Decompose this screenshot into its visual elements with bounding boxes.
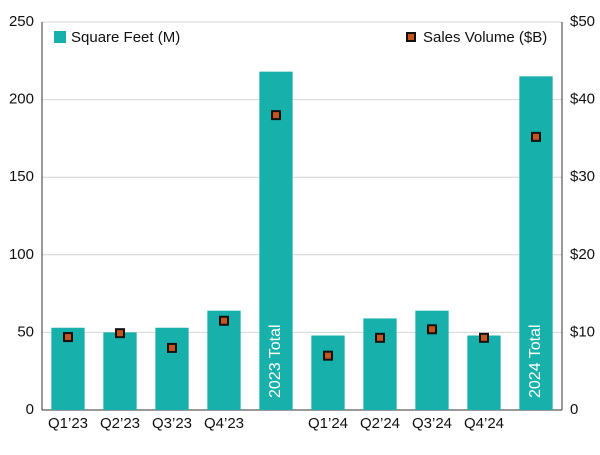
y-tick-label: 150 xyxy=(9,168,34,185)
x-tick-label: Q1’24 xyxy=(308,415,348,432)
total-label: 2023 Total xyxy=(267,324,284,398)
y2-tick-label: $30 xyxy=(570,168,595,185)
bar xyxy=(467,335,501,410)
marker xyxy=(323,350,333,361)
y-tick-label: 250 xyxy=(9,13,34,30)
marker xyxy=(479,332,489,343)
y-tick-label: 0 xyxy=(26,401,34,418)
y-tick-label: 200 xyxy=(9,91,34,108)
bar xyxy=(259,71,293,410)
y2-tick-label: $50 xyxy=(570,13,595,30)
bar xyxy=(207,310,241,410)
marker xyxy=(271,110,281,121)
y2-tick-label: $20 xyxy=(570,246,595,263)
legend-swatch xyxy=(54,31,66,43)
x-tick-label: Q3’23 xyxy=(152,415,192,432)
x-tick-label: Q4’23 xyxy=(204,415,244,432)
marker xyxy=(115,328,125,339)
marker xyxy=(427,324,437,335)
y2-tick-label: $10 xyxy=(570,323,595,340)
bar xyxy=(363,318,397,410)
bar xyxy=(155,327,189,410)
x-tick-label: Q4’24 xyxy=(464,415,504,432)
total-label: 2024 Total xyxy=(527,324,544,398)
marker xyxy=(167,342,177,353)
bar xyxy=(103,332,137,410)
y-tick-label: 50 xyxy=(17,323,34,340)
marker xyxy=(375,332,385,343)
legend-label: Square Feet (M) xyxy=(71,29,180,46)
y-tick-label: 100 xyxy=(9,246,34,263)
x-tick-label: Q2’24 xyxy=(360,415,400,432)
x-tick-label: Q3’24 xyxy=(412,415,452,432)
marker xyxy=(531,131,541,142)
y2-tick-label: 0 xyxy=(570,401,578,418)
legend-label: Sales Volume ($B) xyxy=(423,29,547,46)
marker xyxy=(219,315,229,326)
y2-tick-label: $40 xyxy=(570,91,595,108)
bar xyxy=(311,335,345,410)
legend-swatch xyxy=(406,32,416,42)
x-tick-label: Q1’23 xyxy=(48,415,88,432)
marker xyxy=(63,332,73,343)
x-tick-label: Q2’23 xyxy=(100,415,140,432)
